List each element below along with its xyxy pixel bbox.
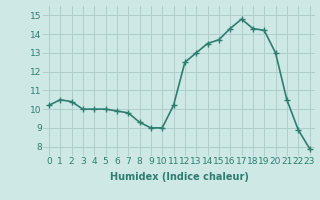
- X-axis label: Humidex (Indice chaleur): Humidex (Indice chaleur): [110, 172, 249, 182]
